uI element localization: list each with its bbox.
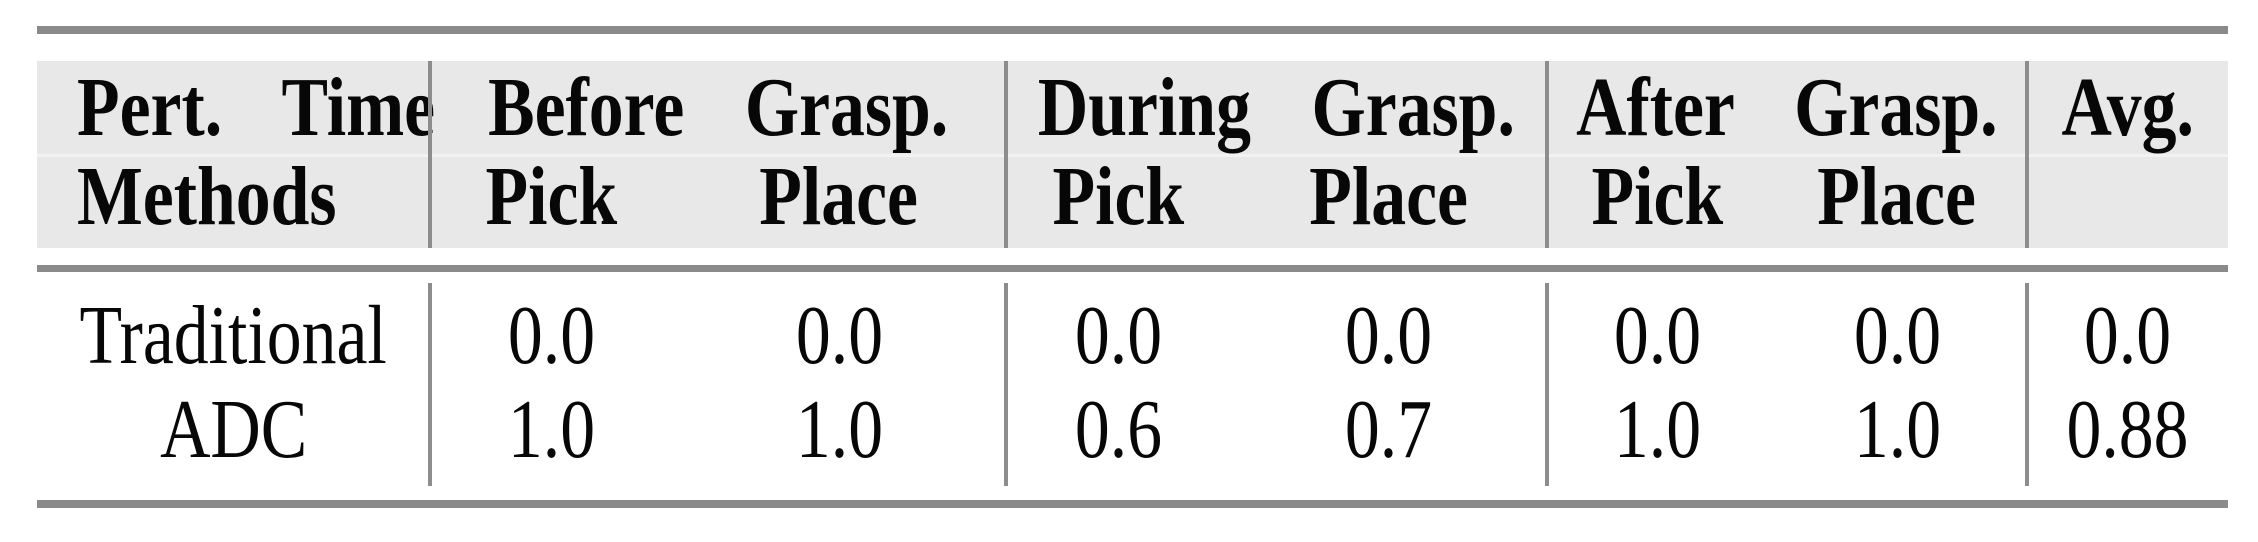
adc-during-pick-value: 0.6 bbox=[1074, 383, 1162, 476]
table-bottom-rule bbox=[37, 500, 2228, 508]
header-during-pick-label: Pick bbox=[1052, 149, 1184, 243]
table-top-rule bbox=[37, 26, 2228, 34]
traditional-during-pick-value: 0.0 bbox=[1074, 289, 1162, 382]
table-header-band: Pert. Time Before Grasp. During Grasp. A… bbox=[37, 61, 2228, 248]
cell-adc-during-pick: 0.6 bbox=[1006, 388, 1230, 472]
cell-adc-before-pick: 1.0 bbox=[430, 388, 672, 472]
cell-traditional-after-place: 0.0 bbox=[1767, 294, 2027, 378]
header-before-grasp: Before Grasp. bbox=[430, 61, 1006, 155]
header-before-pick-label: Pick bbox=[485, 149, 617, 243]
traditional-avg-value: 0.0 bbox=[2083, 289, 2172, 382]
cell-traditional-avg: 0.0 bbox=[2027, 294, 2228, 378]
header-before-place-label: Place bbox=[759, 149, 919, 243]
header-methods-label: Methods bbox=[77, 149, 337, 243]
adc-before-pick-value: 1.0 bbox=[507, 383, 595, 476]
table-row-traditional: Traditional 0.0 0.0 0.0 0.0 0.0 0.0 0.0 bbox=[37, 294, 2228, 378]
header-after-grasp: After Grasp. bbox=[1547, 61, 2027, 155]
adc-avg-value: 0.88 bbox=[2066, 383, 2189, 476]
adc-during-place-value: 0.7 bbox=[1344, 383, 1433, 476]
header-before-grasp-label: Before Grasp. bbox=[487, 61, 949, 154]
cell-adc-avg: 0.88 bbox=[2027, 388, 2228, 472]
table-header-grid: Pert. Time Before Grasp. During Grasp. A… bbox=[37, 61, 2228, 248]
cell-adc-method: ADC bbox=[37, 388, 430, 472]
header-after-place-label: Place bbox=[1817, 149, 1977, 243]
cell-traditional-before-place: 0.0 bbox=[672, 294, 1006, 378]
traditional-after-pick-value: 0.0 bbox=[1613, 289, 1701, 382]
cell-adc-after-place: 1.0 bbox=[1767, 388, 2027, 472]
header-before-pick: Pick bbox=[430, 149, 672, 248]
traditional-before-pick-value: 0.0 bbox=[507, 289, 595, 382]
header-divider-methods bbox=[428, 61, 432, 248]
header-during-pick: Pick bbox=[1006, 149, 1230, 248]
traditional-after-place-value: 0.0 bbox=[1853, 289, 1941, 382]
cell-adc-during-place: 0.7 bbox=[1230, 388, 1547, 472]
header-divider-during-after bbox=[1545, 61, 1549, 248]
adc-before-place-value: 1.0 bbox=[795, 383, 883, 476]
cell-adc-before-place: 1.0 bbox=[672, 388, 1006, 472]
header-during-place: Place bbox=[1230, 149, 1547, 248]
header-pert-time-label: Pert. Time bbox=[77, 61, 436, 154]
traditional-during-place-value: 0.0 bbox=[1344, 289, 1433, 382]
body-divider-before-during bbox=[1004, 283, 1008, 486]
header-during-grasp-label: During Grasp. bbox=[1037, 61, 1516, 154]
header-row-seam bbox=[37, 154, 2228, 157]
body-divider-during-after bbox=[1545, 283, 1549, 486]
header-during-grasp: During Grasp. bbox=[1006, 61, 1547, 155]
cell-traditional-method: Traditional bbox=[37, 294, 430, 378]
adc-method-label: ADC bbox=[159, 383, 308, 476]
traditional-method-label: Traditional bbox=[79, 289, 388, 382]
header-pert-time: Pert. Time bbox=[37, 61, 435, 155]
header-avg-empty bbox=[2027, 155, 2228, 248]
cell-traditional-before-pick: 0.0 bbox=[430, 294, 672, 378]
cell-traditional-during-pick: 0.0 bbox=[1006, 294, 1230, 378]
header-before-place: Place bbox=[672, 149, 1006, 248]
header-after-place: Place bbox=[1767, 149, 2027, 248]
header-avg-label: Avg. bbox=[2061, 61, 2194, 154]
table-mid-rule bbox=[37, 265, 2228, 272]
traditional-before-place-value: 0.0 bbox=[795, 289, 883, 382]
cell-traditional-during-place: 0.0 bbox=[1230, 294, 1547, 378]
cell-adc-after-pick: 1.0 bbox=[1547, 388, 1767, 472]
header-methods: Methods bbox=[37, 149, 430, 248]
header-during-place-label: Place bbox=[1309, 149, 1468, 243]
header-avg: Avg. bbox=[2027, 61, 2228, 155]
header-after-pick: Pick bbox=[1547, 149, 1767, 248]
adc-after-pick-value: 1.0 bbox=[1613, 383, 1701, 476]
header-after-pick-label: Pick bbox=[1591, 149, 1723, 243]
table-row-adc: ADC 1.0 1.0 0.6 0.7 1.0 1.0 0.88 bbox=[37, 388, 2228, 472]
adc-after-place-value: 1.0 bbox=[1853, 383, 1941, 476]
body-divider-after-avg bbox=[2025, 283, 2029, 486]
body-divider-methods bbox=[428, 283, 432, 486]
cell-traditional-after-pick: 0.0 bbox=[1547, 294, 1767, 378]
header-divider-after-avg bbox=[2025, 61, 2029, 248]
header-divider-before-during bbox=[1004, 61, 1008, 248]
header-after-grasp-label: After Grasp. bbox=[1576, 61, 1998, 154]
